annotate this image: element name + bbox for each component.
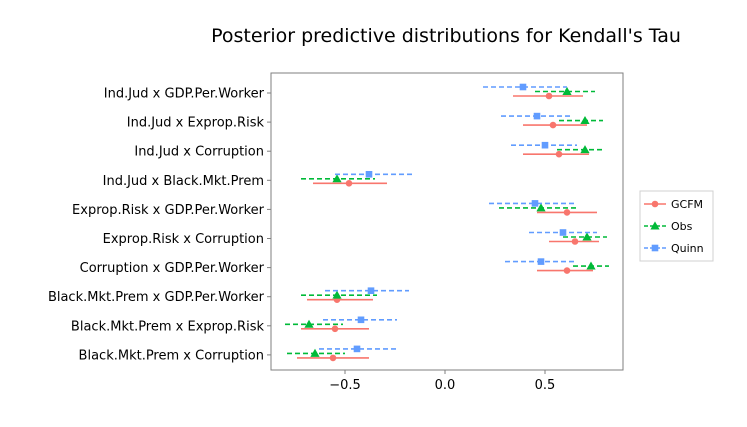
y-tick-label: Black.Mkt.Prem x Corruption <box>79 348 264 363</box>
point-marker <box>571 238 579 245</box>
y-tick-label: Exprop.Risk x GDP.Per.Worker <box>72 203 265 218</box>
point-marker <box>331 325 339 333</box>
series-obs <box>285 86 609 357</box>
chart-title: Posterior predictive distributions for K… <box>211 25 681 47</box>
legend: GCFM Obs Quinn <box>639 190 714 262</box>
y-tick-label: Corruption x GDP.Per.Worker <box>80 261 265 276</box>
series-group <box>285 83 609 362</box>
point-marker <box>304 319 314 328</box>
y-tick-label: Ind.Jud x Exprop.Risk <box>127 116 265 131</box>
series-quinn <box>319 83 597 353</box>
point-marker <box>353 345 361 353</box>
point-marker <box>580 116 590 125</box>
legend-key-marker <box>651 244 659 252</box>
point-marker <box>537 258 545 265</box>
point-marker <box>367 287 375 294</box>
point-marker <box>329 354 337 362</box>
point-marker <box>563 209 571 216</box>
y-tick-label: Black.Mkt.Prem x Exprop.Risk <box>71 319 265 334</box>
y-tick-label: Black.Mkt.Prem x GDP.Per.Worker <box>48 290 265 305</box>
x-tick-label: 0.5 <box>535 378 556 393</box>
point-marker <box>555 150 563 158</box>
point-marker <box>357 316 365 324</box>
x-tick-label: 0.0 <box>435 378 456 393</box>
point-marker <box>519 83 527 91</box>
y-axis: Ind.Jud x GDP.Per.Worker Ind.Jud x Exprop… <box>48 87 271 363</box>
point-marker <box>531 200 539 207</box>
x-axis: −0.5 0.0 0.5 <box>329 370 555 393</box>
legend-item-quinn: Quinn <box>644 242 704 255</box>
point-marker <box>310 348 320 357</box>
point-marker <box>545 92 553 100</box>
plot-panel <box>270 72 624 371</box>
point-marker <box>541 141 549 149</box>
legend-label: Quinn <box>671 242 704 255</box>
legend-key-marker <box>650 221 660 230</box>
point-marker <box>586 261 596 270</box>
y-tick-label: Ind.Jud x Black.Mkt.Prem <box>103 174 264 189</box>
legend-item-obs: Obs <box>644 220 693 233</box>
legend-key-marker <box>651 200 659 208</box>
point-marker <box>559 229 567 236</box>
point-marker <box>332 290 342 299</box>
point-marker <box>549 121 557 129</box>
y-tick-label: Ind.Jud x Corruption <box>134 145 264 160</box>
legend-label: GCFM <box>671 198 703 211</box>
point-marker <box>563 267 571 274</box>
point-marker <box>582 232 592 241</box>
y-tick-label: Ind.Jud x GDP.Per.Worker <box>104 87 265 102</box>
legend-label: Obs <box>671 220 693 233</box>
point-marker <box>365 171 373 178</box>
legend-item-gcfm: GCFM <box>644 198 703 211</box>
x-tick-label: −0.5 <box>329 378 361 393</box>
point-marker <box>332 174 342 183</box>
point-marker <box>580 145 590 154</box>
point-marker <box>533 112 541 120</box>
point-marker <box>562 86 572 95</box>
y-tick-label: Exprop.Risk x Corruption <box>103 232 264 247</box>
series-gcfm <box>297 92 599 362</box>
point-marker <box>536 203 546 212</box>
point-marker <box>345 180 353 187</box>
